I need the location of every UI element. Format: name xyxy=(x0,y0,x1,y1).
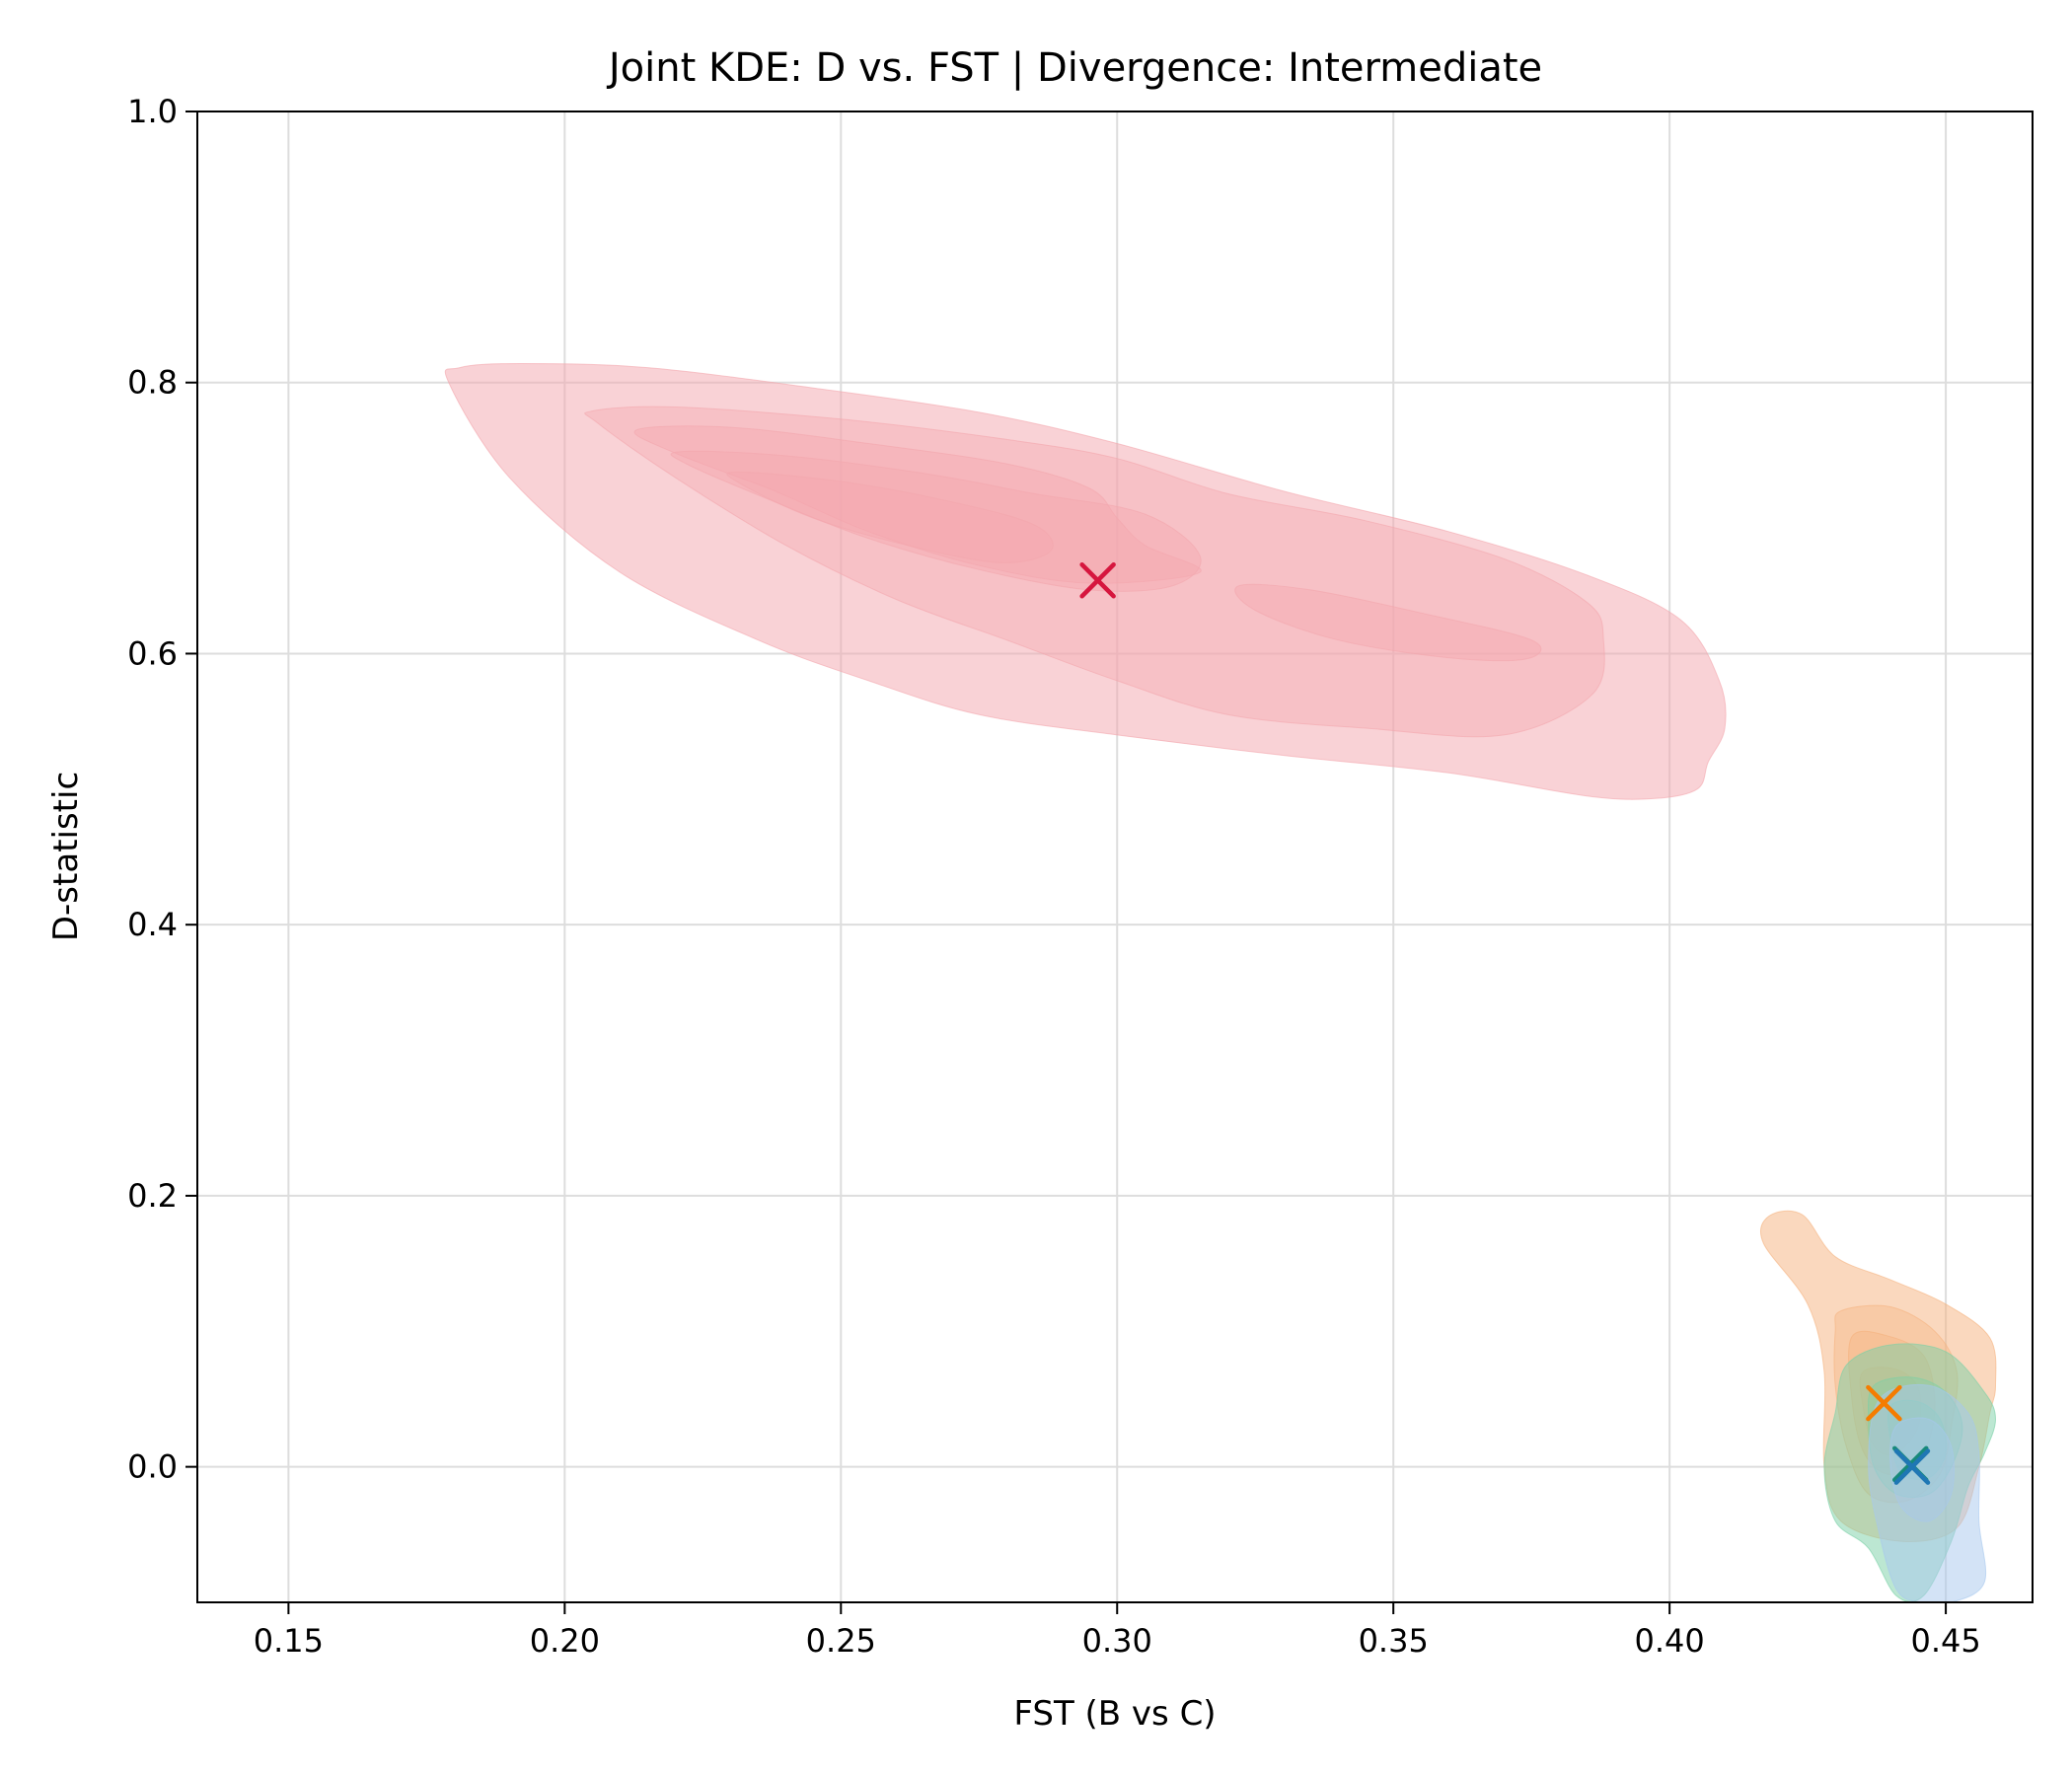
kde-contour-level xyxy=(1889,1417,1955,1522)
kde-series-0 xyxy=(444,362,1727,800)
kde-contour-level xyxy=(633,425,1202,584)
x-axis-label: FST (B vs C) xyxy=(1013,1694,1216,1734)
centroid-marker-3 xyxy=(1893,1448,1931,1485)
plot-frame xyxy=(196,111,2034,1603)
x-tick-label: 0.20 xyxy=(530,1622,600,1660)
kde-series-3 xyxy=(1868,1383,1987,1602)
grid-lines xyxy=(197,111,2033,1602)
centroid-markers xyxy=(1079,562,1931,1485)
y-tick-label: 0.2 xyxy=(127,1177,178,1215)
y-tick-label: 0.4 xyxy=(127,906,178,943)
x-tick-label: 0.25 xyxy=(806,1622,876,1660)
chart-title: Joint KDE: D vs. FST | Divergence: Inter… xyxy=(606,45,1542,91)
y-tick-label: 1.0 xyxy=(127,93,178,130)
kde-contour-level xyxy=(726,471,1054,563)
y-axis-label: D-statistic xyxy=(46,772,86,941)
y-tick-label: 0.0 xyxy=(127,1448,178,1486)
x-tick-label: 0.45 xyxy=(1910,1622,1980,1660)
y-tick-label: 0.8 xyxy=(127,364,178,402)
kde-contours xyxy=(444,362,1997,1602)
centroid-marker-1 xyxy=(1866,1384,1902,1422)
y-axis-ticks: 0.0 0.2 0.4 0.6 0.8 1.0 xyxy=(127,93,197,1486)
x-tick-label: 0.35 xyxy=(1359,1622,1429,1660)
centroid-marker-0 xyxy=(1079,562,1116,599)
kde-contour-level xyxy=(1234,583,1542,662)
x-tick-label: 0.15 xyxy=(254,1622,324,1660)
kde-contour-level xyxy=(444,362,1727,800)
kde-contour-level xyxy=(1868,1383,1987,1602)
x-axis-ticks: 0.15 0.20 0.25 0.30 0.35 0.40 0.45 xyxy=(254,1602,1981,1660)
kde-contour-level xyxy=(584,406,1605,738)
y-tick-label: 0.6 xyxy=(127,634,178,672)
x-tick-label: 0.40 xyxy=(1635,1622,1705,1660)
x-tick-label: 0.30 xyxy=(1082,1622,1152,1660)
